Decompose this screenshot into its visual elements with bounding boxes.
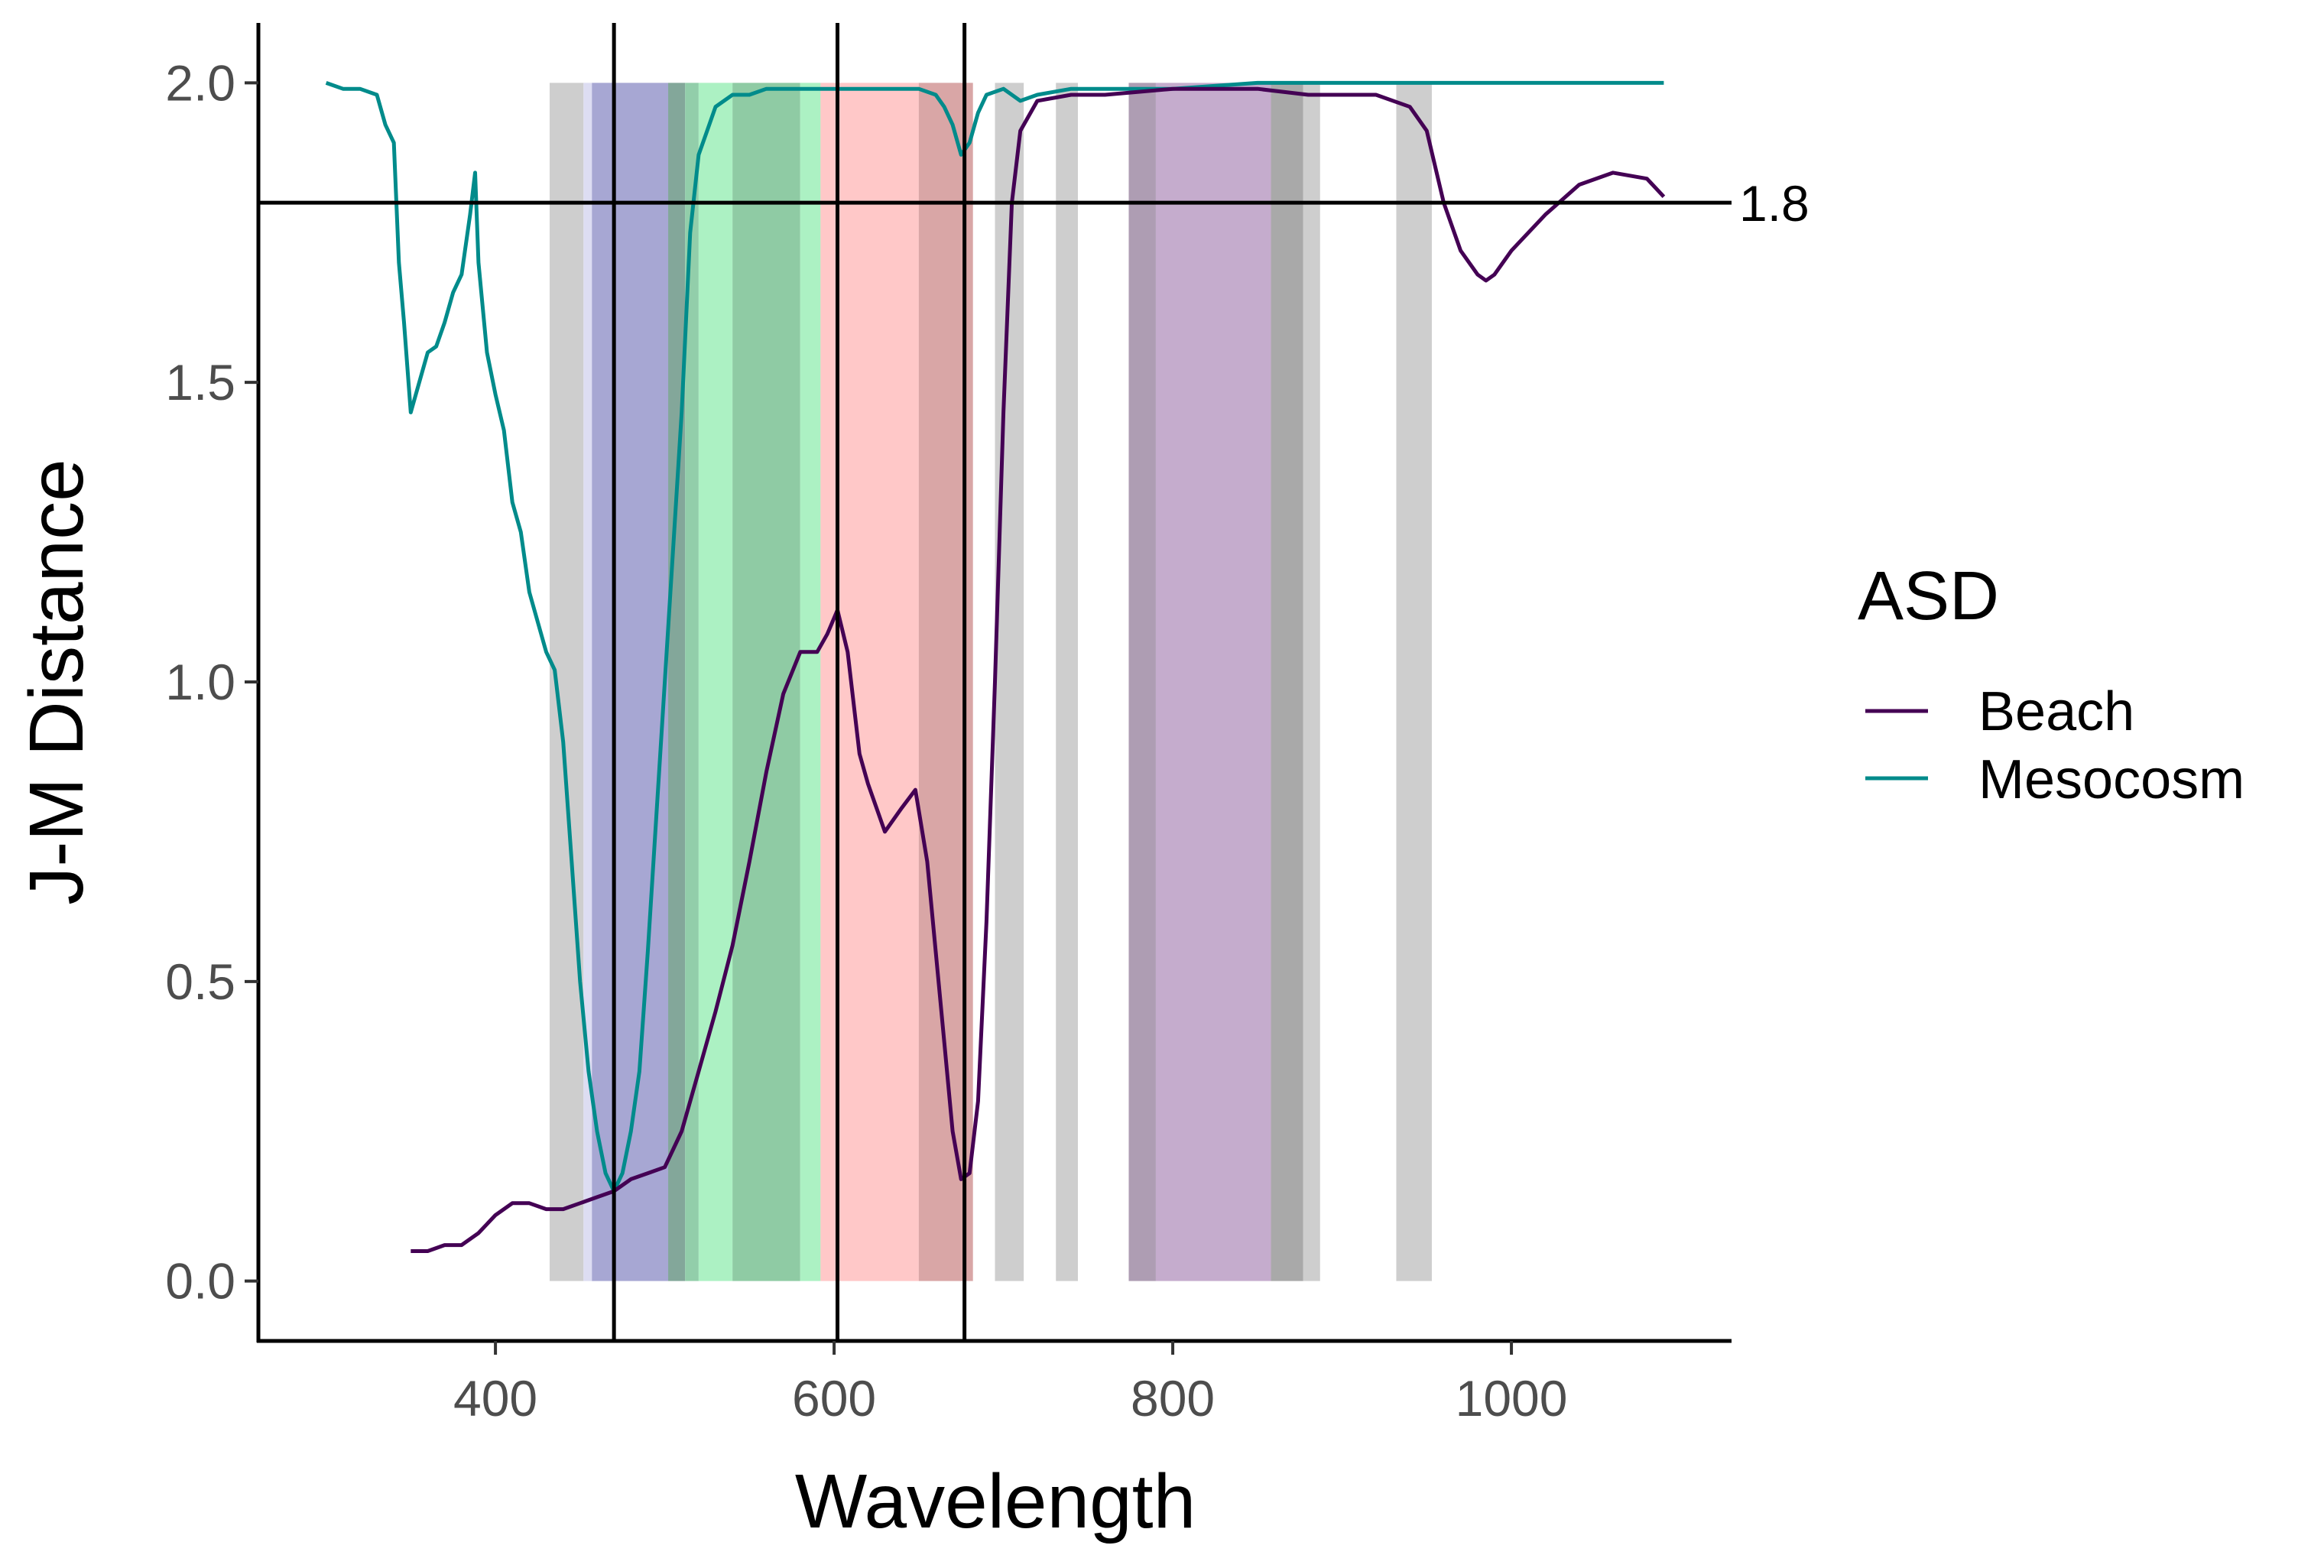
legend-label-beach: Beach	[1978, 681, 2134, 742]
band-14	[1271, 83, 1303, 1281]
band-3	[668, 83, 686, 1281]
y-tick-label-3: 1.5	[165, 354, 235, 411]
legend-title: ASD	[1858, 558, 1999, 635]
reference-lines: 1.8	[258, 23, 1810, 1341]
tick-labels: 400 600 800 1000 0.0 0.5 1.0 1.5 2.0	[165, 54, 1567, 1427]
highlight-bands	[549, 83, 1432, 1281]
band-8	[820, 83, 919, 1281]
band-4	[685, 83, 699, 1281]
y-axis-title: J-M Distance	[14, 459, 99, 904]
band-5	[698, 83, 733, 1281]
x-tick-label-800: 800	[1131, 1370, 1215, 1427]
band-12	[1128, 83, 1156, 1281]
y-tick-label-1: 0.5	[165, 953, 235, 1010]
legend-label-mesocosm: Mesocosm	[1978, 749, 2244, 810]
hline-label: 1.8	[1739, 175, 1810, 232]
band-2	[592, 83, 669, 1281]
band-13	[1155, 83, 1271, 1281]
legend: ASD Beach Mesocosm	[1858, 558, 2244, 810]
series-lines	[325, 80, 1666, 1253]
band-15	[1303, 83, 1320, 1281]
band-1	[583, 83, 592, 1281]
band-7	[800, 83, 821, 1281]
series-line-beach	[411, 86, 1666, 1253]
y-tick-label-0: 0.0	[165, 1253, 235, 1310]
series-line-mesocosm	[325, 80, 1664, 1193]
band-16	[1396, 83, 1432, 1281]
y-tick-label-2: 1.0	[165, 654, 235, 710]
band-11	[1056, 83, 1079, 1281]
y-tick-label-4: 2.0	[165, 54, 235, 111]
x-tick-label-600: 600	[792, 1370, 876, 1427]
x-axis-title: Wavelength	[795, 1459, 1196, 1544]
x-tick-label-1000: 1000	[1456, 1370, 1568, 1427]
x-tick-label-400: 400	[453, 1370, 537, 1427]
